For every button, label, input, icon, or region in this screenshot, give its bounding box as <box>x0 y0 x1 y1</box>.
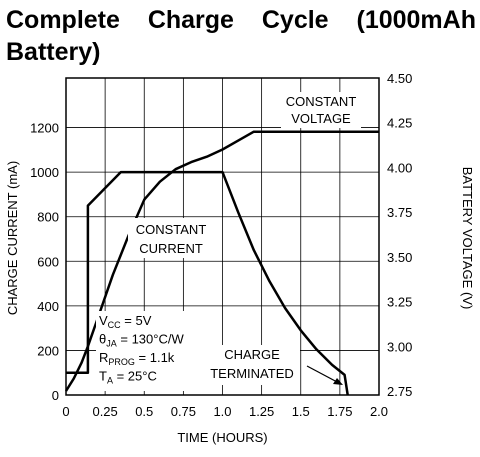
y2-tick-label: 3.75 <box>387 205 412 220</box>
constant-voltage-label: CONSTANT <box>286 94 357 109</box>
y-axis-title: CHARGE CURRENT (mA) <box>5 161 20 315</box>
y2-tick-label: 4.25 <box>387 116 412 131</box>
x-tick-label: 1.75 <box>327 404 352 419</box>
y-tick-label: 600 <box>37 254 59 269</box>
y2-tick-label: 3.25 <box>387 295 412 310</box>
constant-voltage-label-bg <box>281 92 361 128</box>
page-title: Complete Charge Cycle (1000mAh Battery) <box>6 4 476 68</box>
y-tick-label: 400 <box>37 299 59 314</box>
condition-text: TA = 25°C <box>99 369 157 386</box>
y2-tick-label: 2.75 <box>387 384 412 399</box>
x-tick-label: 1.25 <box>249 404 274 419</box>
condition-text: θJA = 130°C/W <box>99 332 184 349</box>
condition-text: RPROG = 1.1k <box>99 350 175 367</box>
title-line-1: Complete Charge Cycle (1000mAh <box>6 6 476 34</box>
termination-arrow-head <box>333 378 343 385</box>
y-tick-label: 800 <box>37 210 59 225</box>
y2-tick-label: 4.00 <box>387 160 412 175</box>
condition-text: VCC = 5V <box>99 313 152 330</box>
y-tick-label: 0 <box>52 388 59 403</box>
y-tick-label: 200 <box>37 343 59 358</box>
x-tick-label: 1.5 <box>292 404 310 419</box>
y2-tick-label: 3.00 <box>387 339 412 354</box>
x-tick-label: 0.25 <box>92 404 117 419</box>
charge-terminated-label-bg <box>204 345 300 385</box>
series-layer <box>64 130 379 396</box>
charge-terminated-label: CHARGE <box>224 347 280 362</box>
axis-layer: 0 0.25 0.5 0.75 1.0 1.25 1.5 1.75 2.0 0 200 400 600 8… <box>5 71 475 445</box>
x-tick-label: 2.0 <box>370 404 388 419</box>
y2-axis-title: BATTERY VOLTAGE (V) <box>460 167 475 310</box>
y-tick-label: 1200 <box>30 121 59 136</box>
y-tick-label: 1000 <box>30 165 59 180</box>
constant-voltage-label: VOLTAGE <box>291 111 351 126</box>
x-tick-label: 0.75 <box>171 404 196 419</box>
x-tick-label: 1.0 <box>213 404 231 419</box>
y2-tick-label: 4.50 <box>387 71 412 86</box>
title-line-2: Battery) <box>6 38 101 66</box>
y2-tick-label: 3.50 <box>387 250 412 265</box>
conditions-box-bg <box>96 311 208 391</box>
termination-arrow-line <box>306 365 340 384</box>
constant-current-label: CONSTANT <box>136 222 207 237</box>
charge-current-line <box>66 170 349 396</box>
x-axis-title: TIME (HOURS) <box>177 430 267 445</box>
x-tick-label: 0.5 <box>135 404 153 419</box>
constant-current-label-bg <box>128 218 218 258</box>
annotation-layer: CONSTANT VOLTAGE CONSTANT CURRENT VCC = 5V θJ… <box>96 92 361 391</box>
constant-current-label: CURRENT <box>139 241 203 256</box>
battery-voltage-line <box>64 130 379 392</box>
x-tick-label: 0 <box>62 404 69 419</box>
charge-terminated-label: TERMINATED <box>210 366 294 381</box>
